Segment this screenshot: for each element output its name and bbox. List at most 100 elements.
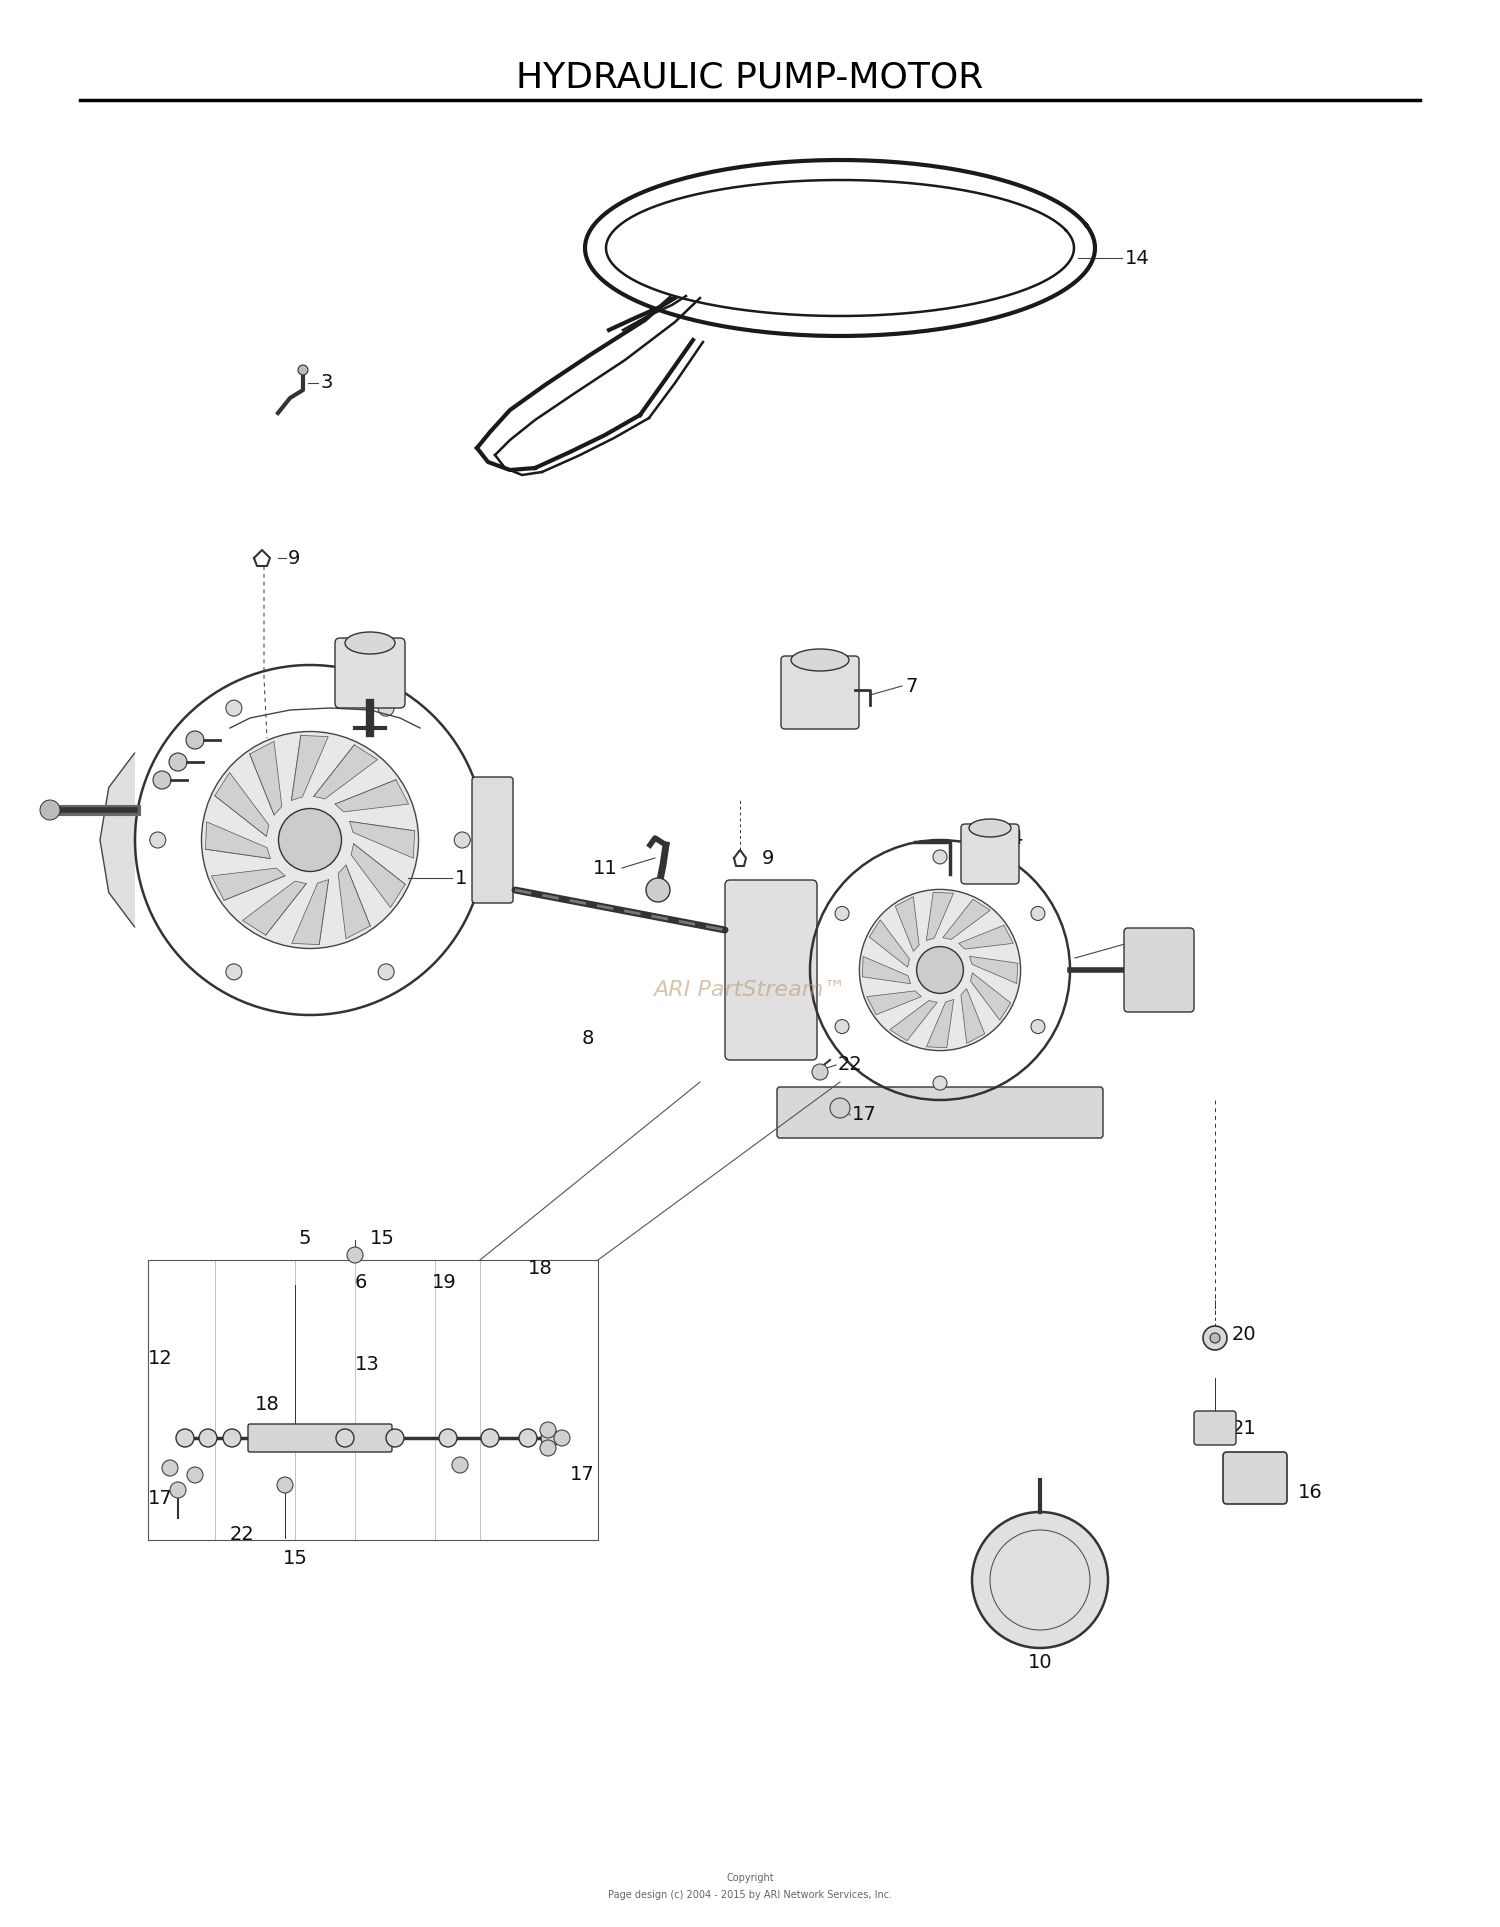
Polygon shape — [251, 742, 282, 815]
Circle shape — [542, 1430, 560, 1447]
Text: 15: 15 — [282, 1549, 308, 1567]
Circle shape — [1203, 1326, 1227, 1351]
Polygon shape — [962, 989, 984, 1043]
Polygon shape — [870, 919, 909, 967]
Text: 20: 20 — [1232, 1326, 1257, 1345]
Circle shape — [519, 1430, 537, 1447]
FancyBboxPatch shape — [962, 825, 1018, 884]
Circle shape — [836, 906, 849, 921]
Text: 15: 15 — [370, 1229, 394, 1247]
Polygon shape — [292, 879, 328, 944]
Circle shape — [186, 730, 204, 750]
Circle shape — [554, 1430, 570, 1445]
Circle shape — [336, 1430, 354, 1447]
Text: 19: 19 — [432, 1272, 456, 1291]
Polygon shape — [100, 753, 135, 927]
Circle shape — [452, 1457, 468, 1472]
Circle shape — [386, 1430, 404, 1447]
Polygon shape — [211, 869, 285, 900]
Polygon shape — [314, 746, 378, 800]
Polygon shape — [944, 900, 990, 940]
Polygon shape — [958, 925, 1014, 950]
Circle shape — [188, 1466, 202, 1484]
Circle shape — [170, 1482, 186, 1497]
Circle shape — [1210, 1333, 1219, 1343]
Polygon shape — [214, 773, 268, 836]
Circle shape — [859, 890, 1020, 1050]
Circle shape — [378, 700, 394, 717]
Text: ARI PartStream™: ARI PartStream™ — [654, 981, 846, 1000]
Ellipse shape — [345, 632, 394, 653]
Text: 9: 9 — [288, 549, 300, 567]
Circle shape — [200, 1430, 217, 1447]
Circle shape — [153, 771, 171, 788]
Polygon shape — [970, 973, 1011, 1019]
Circle shape — [378, 964, 394, 979]
Text: 11: 11 — [592, 859, 618, 877]
Polygon shape — [927, 892, 954, 940]
Circle shape — [226, 700, 242, 717]
FancyBboxPatch shape — [472, 777, 513, 904]
Circle shape — [836, 1019, 849, 1033]
Text: 3: 3 — [320, 374, 333, 393]
Circle shape — [972, 1513, 1108, 1648]
FancyBboxPatch shape — [248, 1424, 392, 1453]
Polygon shape — [334, 780, 408, 811]
Circle shape — [482, 1430, 500, 1447]
Text: 14: 14 — [1125, 249, 1149, 268]
Circle shape — [170, 753, 188, 771]
Ellipse shape — [790, 649, 849, 671]
Text: 6: 6 — [356, 1272, 368, 1291]
Text: 5: 5 — [298, 1229, 310, 1247]
Text: 22: 22 — [839, 1056, 862, 1075]
Circle shape — [933, 850, 946, 863]
Text: 22: 22 — [230, 1526, 255, 1545]
Circle shape — [298, 364, 307, 376]
Circle shape — [646, 879, 670, 902]
Circle shape — [1030, 906, 1045, 921]
Polygon shape — [291, 736, 328, 800]
Polygon shape — [243, 881, 306, 935]
Text: 9: 9 — [762, 848, 774, 867]
Polygon shape — [338, 865, 370, 938]
Polygon shape — [890, 1000, 938, 1041]
Text: HYDRAULIC PUMP-MOTOR: HYDRAULIC PUMP-MOTOR — [516, 62, 984, 94]
Circle shape — [540, 1422, 556, 1438]
Circle shape — [162, 1461, 178, 1476]
FancyBboxPatch shape — [1124, 929, 1194, 1012]
Polygon shape — [867, 990, 921, 1016]
Polygon shape — [206, 821, 270, 859]
Polygon shape — [896, 896, 920, 952]
Text: 17: 17 — [852, 1106, 876, 1125]
Circle shape — [176, 1430, 194, 1447]
Circle shape — [812, 1064, 828, 1079]
Polygon shape — [927, 1000, 954, 1048]
Text: 12: 12 — [148, 1349, 172, 1368]
Circle shape — [933, 1075, 946, 1091]
Polygon shape — [351, 844, 405, 908]
Circle shape — [224, 1430, 242, 1447]
FancyBboxPatch shape — [777, 1087, 1102, 1139]
Text: 8: 8 — [582, 1029, 594, 1048]
Circle shape — [40, 800, 60, 821]
FancyBboxPatch shape — [782, 655, 859, 728]
Circle shape — [278, 1476, 292, 1493]
Text: 1: 1 — [454, 869, 468, 888]
Circle shape — [540, 1439, 556, 1457]
Text: 17: 17 — [570, 1466, 594, 1484]
Text: Copyright: Copyright — [726, 1873, 774, 1883]
Text: 16: 16 — [1298, 1482, 1323, 1501]
Text: 10: 10 — [1028, 1653, 1053, 1671]
FancyBboxPatch shape — [724, 881, 818, 1060]
Text: 13: 13 — [356, 1355, 380, 1374]
Text: 21: 21 — [1232, 1418, 1257, 1438]
FancyBboxPatch shape — [1194, 1411, 1236, 1445]
FancyBboxPatch shape — [1222, 1453, 1287, 1503]
FancyBboxPatch shape — [334, 638, 405, 707]
Polygon shape — [350, 821, 414, 858]
Polygon shape — [969, 956, 1017, 983]
Circle shape — [150, 832, 165, 848]
Text: 7: 7 — [904, 676, 918, 696]
Circle shape — [830, 1098, 850, 1118]
Circle shape — [279, 809, 342, 871]
